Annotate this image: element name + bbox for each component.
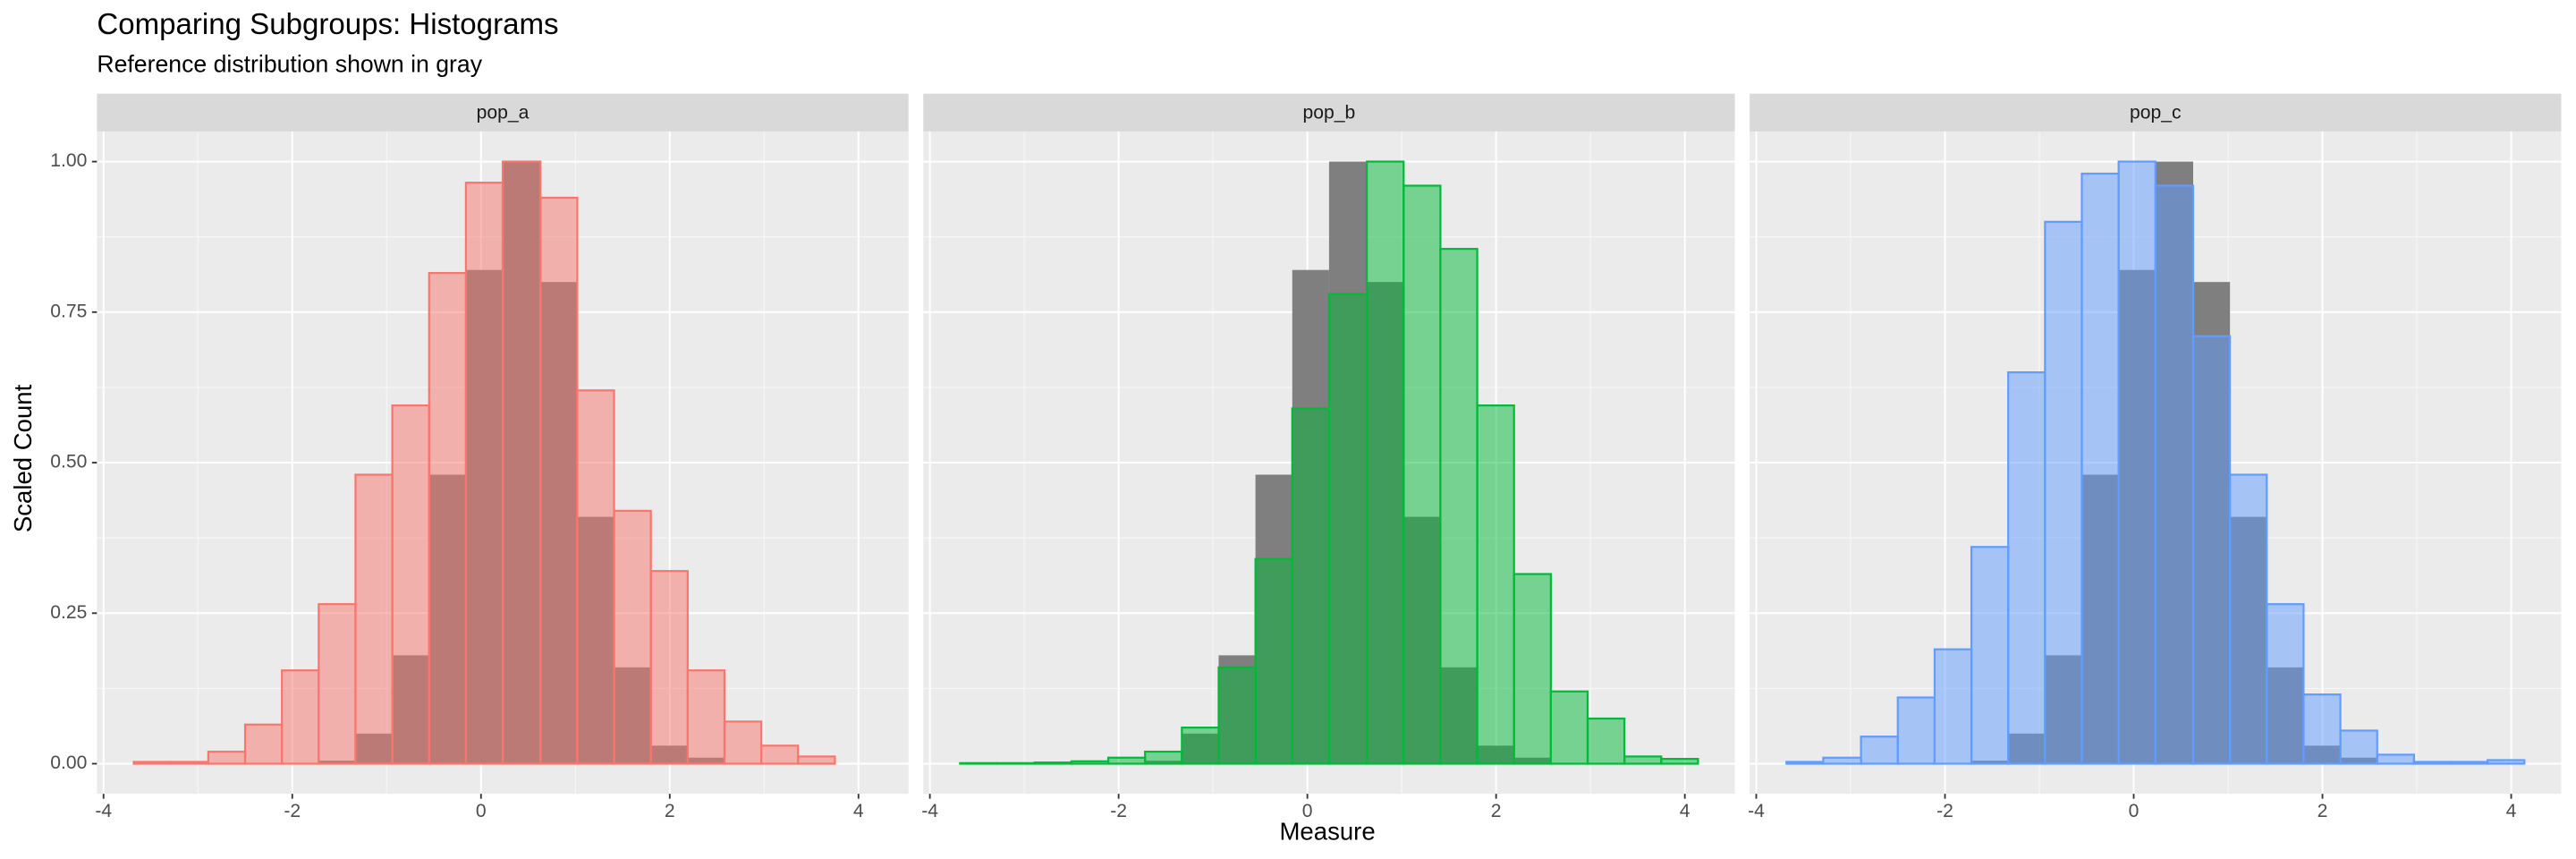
bar <box>760 744 800 765</box>
bar <box>613 509 652 765</box>
bar <box>464 182 504 765</box>
y-tick-label: 0.25 <box>50 602 87 623</box>
x-tick-label: -2 <box>1110 801 1127 821</box>
bar <box>1254 557 1293 765</box>
bar <box>2266 603 2305 765</box>
bar <box>2302 693 2342 765</box>
bar <box>2449 761 2489 765</box>
bar <box>996 761 1036 765</box>
bar <box>1586 717 1626 765</box>
bar <box>2191 335 2232 765</box>
bar <box>207 750 247 765</box>
strip-background <box>1750 93 2562 132</box>
bar <box>1513 573 1552 765</box>
x-tick-label: 4 <box>853 801 864 821</box>
bar <box>2229 473 2268 765</box>
bar <box>1106 756 1147 765</box>
bar <box>132 761 172 765</box>
x-tick-label: 2 <box>665 801 675 821</box>
bar <box>1439 248 1479 765</box>
bar <box>1970 546 2010 765</box>
strip-background <box>923 93 1735 132</box>
y-axis-title: Scaled Count <box>9 384 37 532</box>
chart-subtitle: Reference distribution shown in gray <box>97 51 482 78</box>
bar <box>686 669 726 765</box>
x-tick-label: 0 <box>2129 801 2140 821</box>
y-tick-label: 0.75 <box>50 301 87 321</box>
bar <box>169 761 209 765</box>
bar <box>2117 160 2157 765</box>
strip-label: pop_a <box>477 102 530 123</box>
strip-background <box>97 93 909 132</box>
bar <box>318 603 357 765</box>
bar <box>501 160 542 765</box>
bar <box>539 196 579 765</box>
bar <box>2154 184 2195 765</box>
bar <box>576 389 615 765</box>
bar <box>649 570 689 765</box>
bar <box>354 473 394 765</box>
y-tick-label: 0.50 <box>50 452 87 472</box>
bar <box>428 271 468 765</box>
bar <box>281 669 320 765</box>
x-tick-label: 2 <box>1491 801 1502 821</box>
bar <box>1549 690 1589 765</box>
bar <box>1785 761 1825 765</box>
bar <box>1070 760 1110 765</box>
bar <box>2339 729 2378 765</box>
bar <box>2044 220 2083 765</box>
x-tick-label: 2 <box>2318 801 2328 821</box>
bar <box>1217 666 1257 765</box>
chart-title: Comparing Subgroups: Histograms <box>97 8 558 41</box>
y-tick-label: 1.00 <box>50 150 87 171</box>
bar <box>1476 404 1515 765</box>
bar <box>1144 750 1183 765</box>
bar <box>1327 293 1368 765</box>
bar <box>1860 736 1899 765</box>
bar <box>1896 696 1936 765</box>
x-tick-label: -4 <box>1748 801 1765 821</box>
bar <box>1660 758 1699 765</box>
bar <box>1822 756 1862 765</box>
bar <box>1623 755 1663 765</box>
bar <box>1291 407 1331 765</box>
x-tick-label: -2 <box>1936 801 1953 821</box>
x-tick-label: -4 <box>921 801 938 821</box>
y-tick-label: 0.00 <box>50 753 87 773</box>
bar <box>1033 761 1072 765</box>
x-tick-label: -4 <box>95 801 112 821</box>
x-axis-title: Measure <box>1279 817 1375 845</box>
bar <box>2080 172 2120 765</box>
bar <box>723 720 763 765</box>
strip-label: pop_b <box>1303 102 1356 123</box>
bar <box>2412 761 2453 765</box>
bar <box>243 723 284 765</box>
x-tick-label: 0 <box>1302 801 1313 821</box>
bar <box>797 755 836 765</box>
x-tick-label: 4 <box>2506 801 2517 821</box>
strip-label: pop_c <box>2130 102 2182 123</box>
bar <box>1366 160 1405 765</box>
bar <box>959 761 998 765</box>
bar <box>2007 370 2046 765</box>
x-tick-label: 4 <box>1680 801 1690 821</box>
bar <box>2487 759 2526 765</box>
bar <box>391 404 430 765</box>
bar <box>1402 184 1442 765</box>
bar <box>2376 753 2415 765</box>
bar <box>1933 648 1973 765</box>
bar <box>1181 727 1220 765</box>
x-tick-label: 0 <box>476 801 487 821</box>
x-tick-label: -2 <box>284 801 301 821</box>
